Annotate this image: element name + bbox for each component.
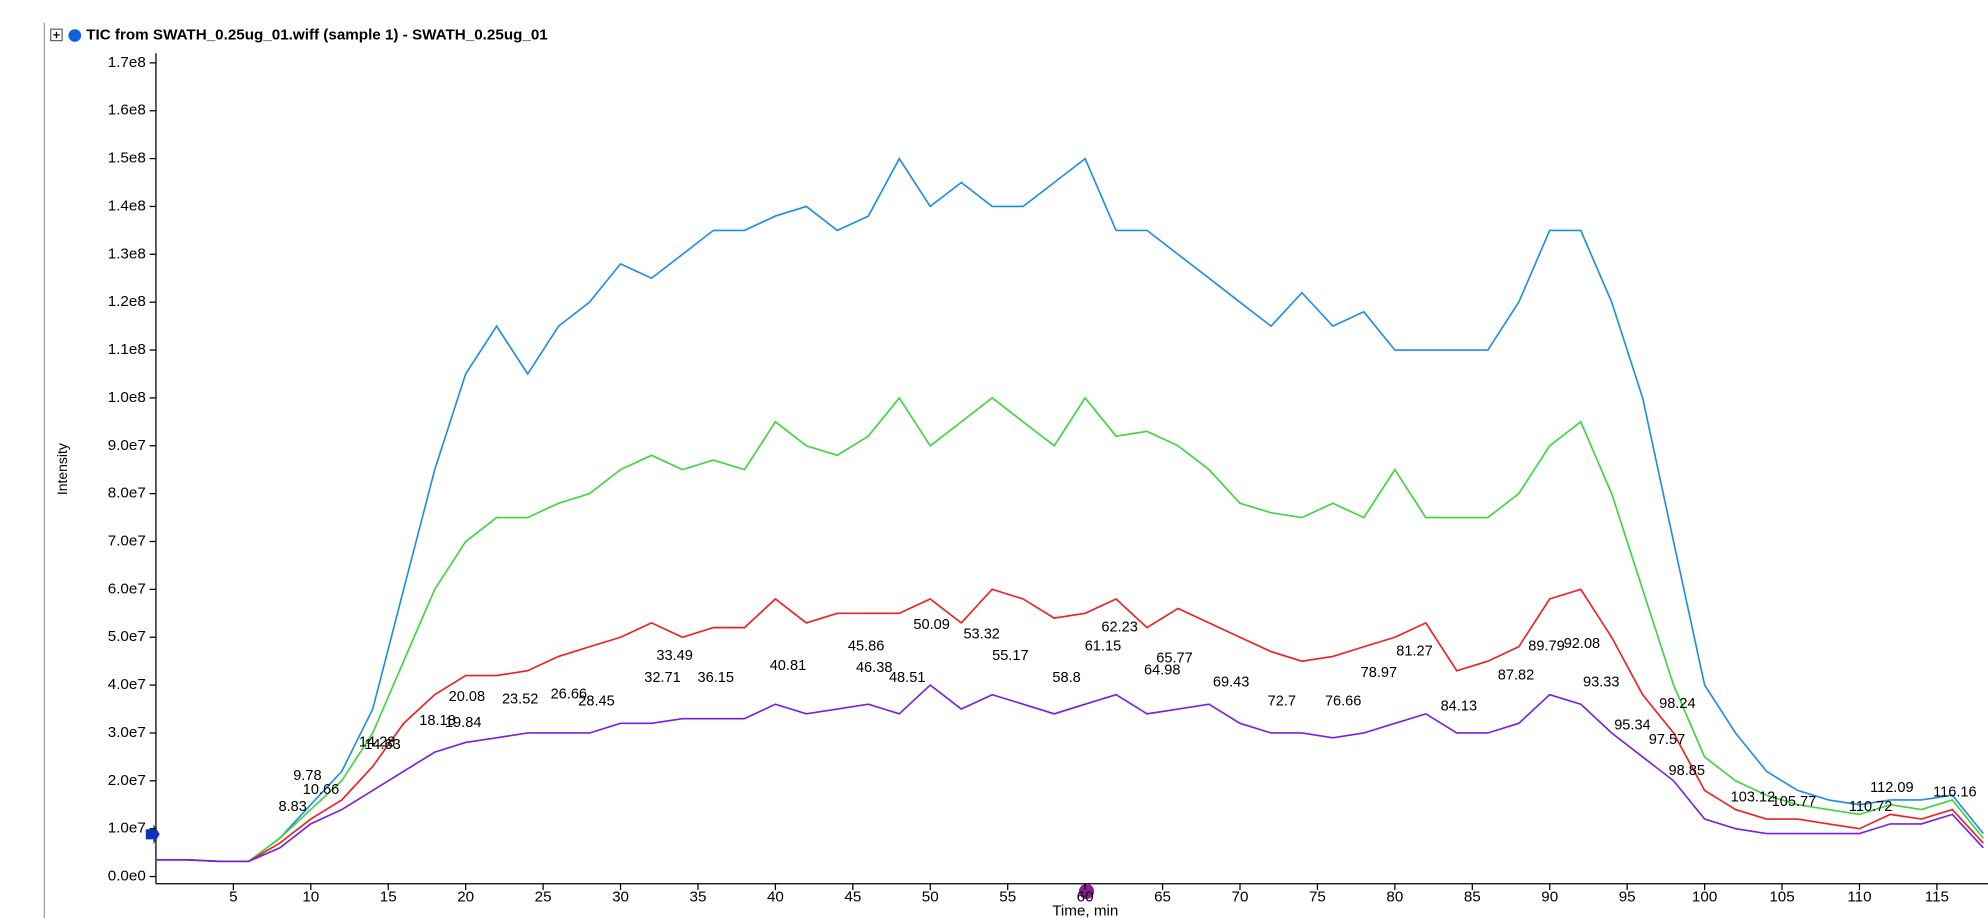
x-tick-label: 5 — [229, 889, 237, 906]
peak-label: 36.15 — [698, 670, 734, 686]
peak-label: 45.86 — [848, 639, 884, 655]
y-tick-label: 8.0e7 — [108, 485, 146, 502]
peak-label: 23.52 — [502, 691, 538, 707]
x-tick-label: 100 — [1692, 889, 1717, 906]
peak-label: 18.18 — [419, 713, 455, 729]
y-tick-label: 4.0e7 — [108, 676, 146, 693]
x-tick-label: 90 — [1541, 889, 1558, 906]
peak-label: 98.24 — [1659, 696, 1695, 712]
y-tick-label: 2.0e7 — [108, 772, 146, 789]
chart-title: TIC from SWATH_0.25ug_01.wiff (sample 1)… — [86, 27, 548, 44]
peak-label: 112.09 — [1870, 780, 1914, 796]
peak-label: 58.8 — [1052, 670, 1080, 686]
peak-label: 53.32 — [963, 627, 999, 643]
peak-label: 65.77 — [1156, 651, 1192, 667]
x-tick-label: 10 — [302, 889, 319, 906]
peak-label: 105.77 — [1772, 794, 1817, 810]
peak-label: 33.49 — [656, 648, 692, 664]
peak-label: 9.78 — [293, 768, 321, 784]
x-tick-label: 50 — [922, 889, 939, 906]
x-tick-label: 110 — [1847, 889, 1871, 906]
peak-label: 95.34 — [1614, 718, 1650, 734]
y-tick-label: 9.0e7 — [108, 437, 146, 454]
x-tick-label: 20 — [457, 889, 474, 906]
y-tick-label: 1.3e8 — [108, 245, 146, 262]
x-tick-label: 105 — [1769, 889, 1794, 906]
peak-label: 14.63 — [364, 737, 400, 753]
y-axis-label: Intensity — [54, 443, 70, 495]
peak-label: 76.66 — [1325, 694, 1361, 710]
y-tick-label: 1.6e8 — [108, 102, 146, 119]
x-axis-label: Time, min — [1052, 903, 1118, 918]
trace-line — [155, 396, 1984, 863]
trace-icon — [68, 29, 82, 42]
peak-label: 78.97 — [1361, 665, 1397, 681]
y-tick-label: 1.0e8 — [108, 389, 146, 406]
x-tick-label: 70 — [1232, 889, 1249, 906]
y-tick-label: 1.5e8 — [108, 150, 146, 167]
peak-label: 48.51 — [889, 670, 925, 686]
x-tick-label: 65 — [1154, 889, 1171, 906]
x-tick-label: 85 — [1464, 889, 1481, 906]
x-tick-label: 75 — [1309, 889, 1326, 906]
peak-label: 28.45 — [578, 694, 614, 710]
peak-label: 69.43 — [1213, 675, 1249, 691]
x-tick-label: 15 — [380, 889, 397, 906]
y-tick-label: 1.0e7 — [108, 820, 146, 837]
x-tick-label: 115 — [1925, 889, 1949, 906]
peak-label: 40.81 — [770, 658, 806, 674]
x-tick-label: 40 — [767, 889, 784, 906]
y-tick-label: 7.0e7 — [108, 533, 146, 550]
peak-label: 64.98 — [1144, 663, 1180, 679]
peak-label: 61.15 — [1085, 639, 1121, 655]
peak-label: 10.66 — [303, 782, 339, 798]
peak-label: 20.08 — [449, 689, 485, 705]
cursor-marker[interactable] — [1078, 883, 1095, 899]
trace-line — [155, 157, 1984, 863]
y-tick-label: 5.0e7 — [108, 628, 146, 645]
x-tick-label: 45 — [844, 889, 861, 906]
peak-label: 50.09 — [913, 617, 949, 633]
x-tick-label: 60 — [1077, 889, 1094, 906]
peak-label: 92.08 — [1564, 636, 1600, 652]
x-tick-label: 30 — [612, 889, 629, 906]
peak-label: 14.28 — [359, 734, 395, 750]
peak-label: 110.72 — [1849, 799, 1893, 815]
peak-label: 97.57 — [1649, 732, 1685, 748]
y-tick-label: 1.7e8 — [108, 54, 146, 71]
y-tick-label: 3.0e7 — [108, 724, 146, 741]
peak-label: 19.84 — [445, 715, 481, 731]
peak-label: 72.7 — [1268, 694, 1296, 710]
peak-label: 116.16 — [1933, 785, 1977, 801]
peak-label: 32.71 — [644, 670, 680, 686]
expand-icon — [53, 31, 60, 39]
y-tick-label: 1.1e8 — [108, 341, 146, 358]
peak-label: 62.23 — [1101, 620, 1137, 636]
y-tick-label: 1.4e8 — [108, 197, 146, 214]
peak-label: 8.83 — [279, 799, 307, 815]
x-tick-label: 80 — [1386, 889, 1403, 906]
peak-label: 103.12 — [1731, 789, 1776, 805]
x-tick-label: 55 — [999, 889, 1016, 906]
y-tick-label: 0.0e0 — [108, 868, 146, 885]
trace-line — [155, 588, 1984, 863]
peak-label: 81.27 — [1396, 643, 1432, 659]
peak-label: 46.38 — [856, 660, 892, 676]
x-tick-label: 25 — [535, 889, 552, 906]
x-tick-label: 35 — [690, 889, 707, 906]
peak-label: 26.66 — [551, 687, 587, 703]
y-tick-label: 1.2e8 — [108, 293, 146, 310]
x-tick-label: 95 — [1619, 889, 1636, 906]
peak-label: 87.82 — [1498, 667, 1534, 683]
peak-label: 55.17 — [992, 648, 1028, 664]
peak-label: 93.33 — [1583, 675, 1619, 691]
peak-label: 98.85 — [1669, 763, 1705, 779]
peak-label: 84.13 — [1441, 698, 1477, 714]
y-tick-label: 6.0e7 — [108, 580, 146, 597]
baseline-marker — [145, 824, 160, 845]
trace-line — [155, 683, 1984, 863]
peak-label: 89.79 — [1528, 639, 1564, 655]
